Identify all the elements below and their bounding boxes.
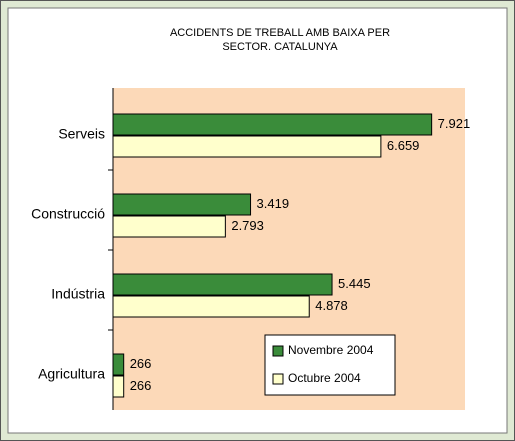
data-label: 2.793 [231, 218, 264, 233]
y-tick-label: Construcció [31, 206, 105, 222]
bar [112, 135, 382, 158]
chart-title: SECTOR. CATALUNYA [222, 41, 338, 53]
legend-swatch [272, 373, 284, 385]
y-tick-label: Serveis [58, 126, 105, 142]
y-tick-label: Indústria [51, 286, 105, 302]
chart-title: ACCIDENTS DE TREBALL AMB BAIXA PER [170, 27, 390, 39]
y-tick-label: Agricultura [38, 366, 105, 382]
bar [112, 375, 125, 398]
legend-label: Octubre 2004 [288, 371, 361, 385]
legend-swatch [272, 345, 284, 357]
data-label: 6.659 [387, 138, 420, 153]
data-label: 4.878 [315, 298, 348, 313]
data-label: 5.445 [338, 276, 371, 291]
bar [112, 193, 252, 216]
data-label: 266 [130, 378, 152, 393]
bar [112, 215, 226, 238]
bar [112, 353, 125, 376]
bar [112, 295, 310, 318]
data-label: 266 [130, 356, 152, 371]
legend-label: Novembre 2004 [288, 343, 374, 357]
bar [112, 273, 333, 296]
data-label: 7.921 [438, 116, 471, 131]
legend-box [264, 334, 396, 396]
bar [112, 113, 433, 136]
data-label: 3.419 [257, 196, 290, 211]
